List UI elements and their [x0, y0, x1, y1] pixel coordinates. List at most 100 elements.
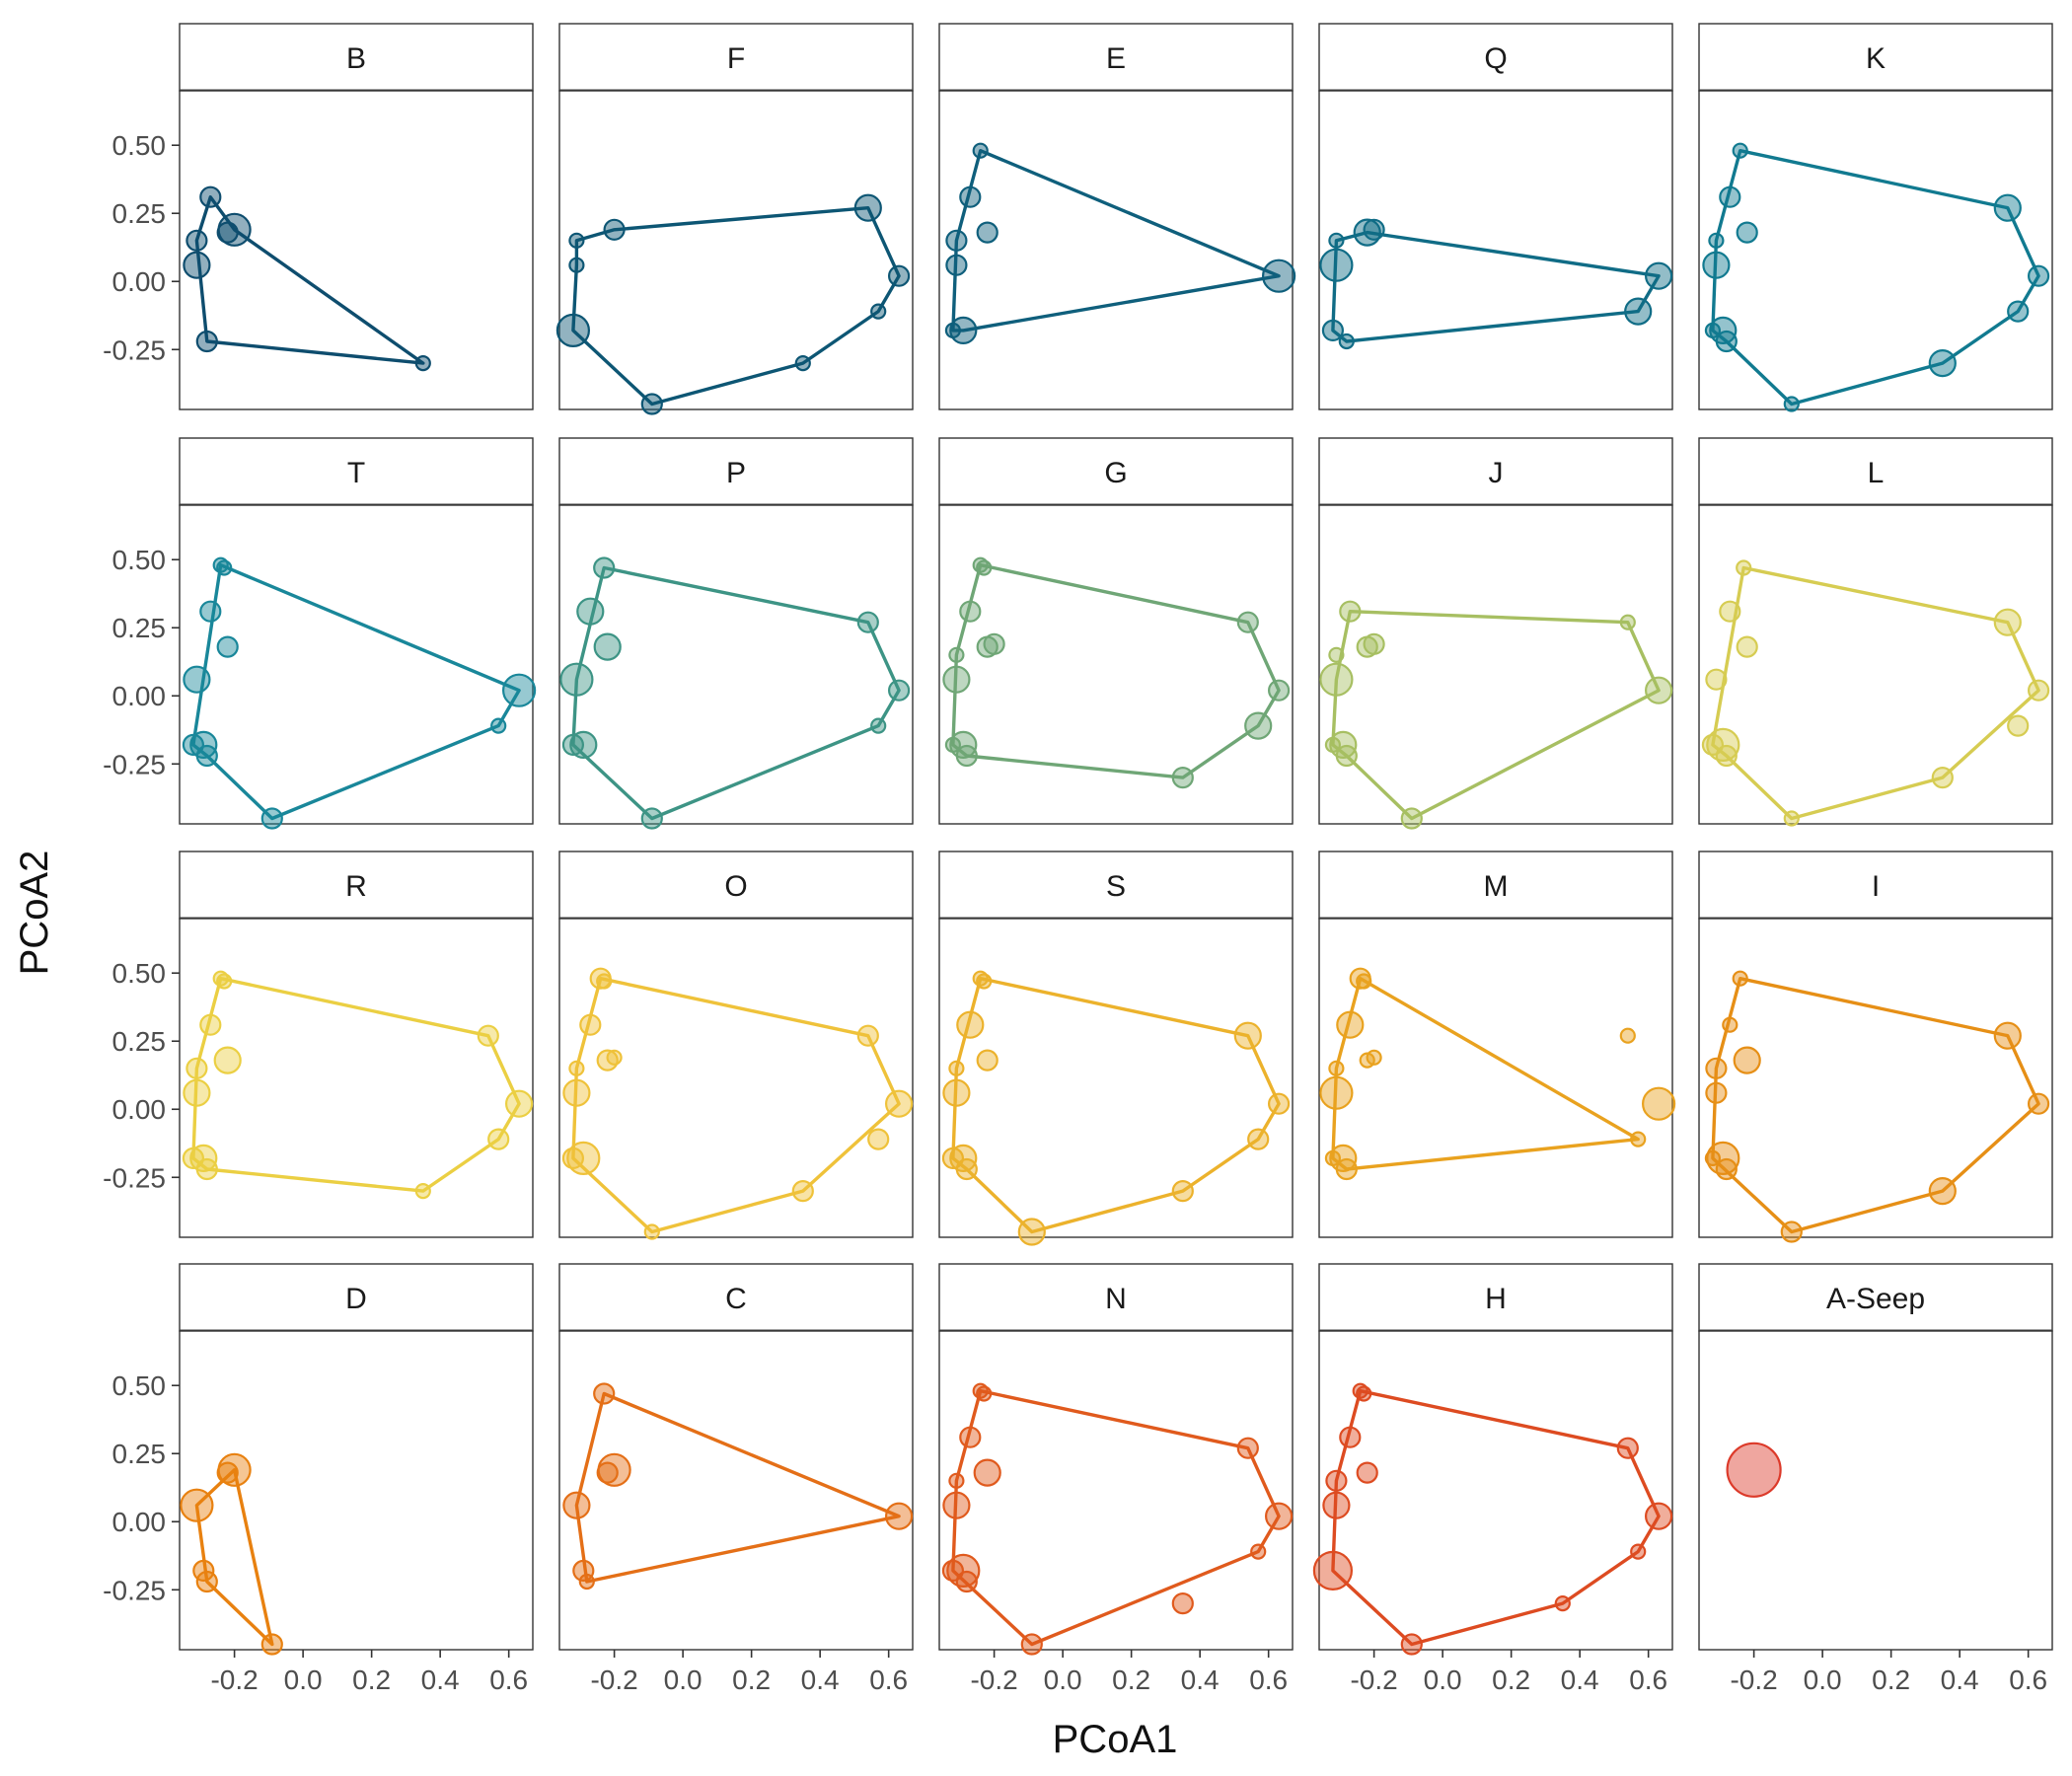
data-point	[606, 1049, 623, 1066]
data-point	[596, 973, 613, 990]
convex-hull	[571, 977, 901, 1234]
facet-label: C	[725, 1283, 747, 1315]
data-point	[1783, 810, 1800, 827]
convex-hull	[574, 1391, 901, 1584]
data-point	[1644, 1502, 1673, 1530]
facet-panel: D	[179, 1263, 534, 1656]
data-point	[1328, 1060, 1345, 1076]
y-tick-label: 0.00	[112, 681, 167, 711]
data-point	[643, 1223, 660, 1240]
data-point	[596, 1461, 619, 1484]
data-point	[945, 229, 968, 252]
data-point	[576, 597, 605, 626]
data-point	[490, 717, 507, 734]
data-point	[216, 1461, 239, 1484]
data-point	[1715, 330, 1738, 353]
data-point	[1267, 1092, 1291, 1115]
facet-label: S	[1106, 870, 1126, 903]
data-point	[2028, 679, 2050, 702]
facet-panel: Q	[1318, 23, 1673, 410]
x-tick-label: 0.0	[1044, 1665, 1082, 1695]
data-point	[1719, 600, 1741, 623]
convex-hull	[571, 565, 901, 821]
data-point	[1705, 1057, 1728, 1079]
x-tick-label: -0.2	[970, 1665, 1017, 1695]
data-point	[216, 221, 239, 244]
data-point	[1732, 970, 1748, 987]
data-point	[948, 1060, 965, 1076]
y-tick-label: -0.25	[103, 749, 166, 779]
facet-strip	[558, 437, 914, 506]
convex-hull	[1711, 148, 2040, 407]
data-point	[1335, 1157, 1358, 1181]
data-point	[1400, 807, 1423, 830]
convex-hull	[951, 1388, 1281, 1647]
facet-panel: K	[1698, 23, 2053, 412]
data-point	[195, 1157, 218, 1181]
data-point	[1928, 349, 1957, 378]
data-point	[1319, 662, 1354, 697]
y-tick-label: 0.00	[112, 266, 167, 297]
data-point	[959, 185, 982, 208]
facet-panel: H	[1312, 1263, 1673, 1656]
convex-hull	[194, 194, 425, 365]
data-point	[1630, 1543, 1647, 1560]
data-point	[976, 1385, 993, 1402]
facet-panel: E	[938, 23, 1296, 410]
plot-area	[938, 918, 1294, 1238]
x-tick-label: 0.0	[1804, 1665, 1842, 1695]
data-point	[1931, 766, 1954, 789]
data-point	[216, 973, 233, 990]
facet-label: G	[1104, 457, 1127, 489]
data-point	[260, 807, 283, 830]
x-tick-label: 0.4	[1181, 1665, 1220, 1695]
plot-area	[179, 90, 534, 410]
x-tick-label: 0.4	[1561, 1665, 1599, 1695]
data-point	[216, 559, 233, 576]
data-point	[856, 611, 879, 633]
x-tick-label: -0.2	[1350, 1665, 1397, 1695]
y-tick-label: 0.00	[112, 1507, 167, 1537]
data-point	[2007, 300, 2030, 323]
x-tick-label: 0.2	[1112, 1665, 1150, 1695]
facet-panel: N	[938, 1263, 1294, 1656]
data-point	[1704, 1149, 1722, 1167]
facet-panel: S	[938, 851, 1294, 1246]
data-point	[195, 1570, 218, 1593]
facet-label: F	[727, 42, 745, 75]
data-point	[1339, 600, 1362, 623]
data-point	[972, 142, 989, 159]
plot-area	[179, 918, 534, 1238]
data-point	[199, 185, 222, 208]
data-point	[945, 254, 968, 276]
facet-panels: B F E Q K T P G J L R O S M I D C N H A-Seep	[179, 23, 2053, 1656]
data-point	[1312, 1550, 1354, 1591]
data-point	[1704, 322, 1722, 338]
data-point	[199, 600, 222, 623]
data-point	[1619, 614, 1636, 630]
data-point	[414, 355, 431, 372]
data-point	[942, 1491, 971, 1519]
data-point	[2007, 714, 2030, 737]
convex-hull	[951, 563, 1281, 779]
data-point	[561, 733, 585, 757]
facet-strip	[1318, 851, 1673, 920]
convex-hull	[1331, 1388, 1661, 1647]
facet-label: J	[1489, 457, 1504, 489]
data-point	[593, 1382, 616, 1405]
x-tick-label: -0.2	[590, 1665, 637, 1695]
facet-panel: O	[558, 851, 914, 1240]
facet-strip	[179, 851, 534, 920]
data-point	[1715, 1157, 1738, 1181]
data-point	[1325, 1469, 1348, 1492]
data-point	[1733, 1046, 1761, 1074]
data-point	[887, 679, 911, 702]
facet-panel: T	[179, 437, 537, 830]
data-point	[973, 1458, 1001, 1487]
data-point	[1630, 1131, 1647, 1147]
data-point	[1247, 1128, 1270, 1150]
y-tick-label: 0.50	[112, 958, 167, 989]
data-point	[944, 736, 962, 754]
x-tick-label: 0.4	[801, 1665, 840, 1695]
convex-hull	[951, 977, 1281, 1234]
